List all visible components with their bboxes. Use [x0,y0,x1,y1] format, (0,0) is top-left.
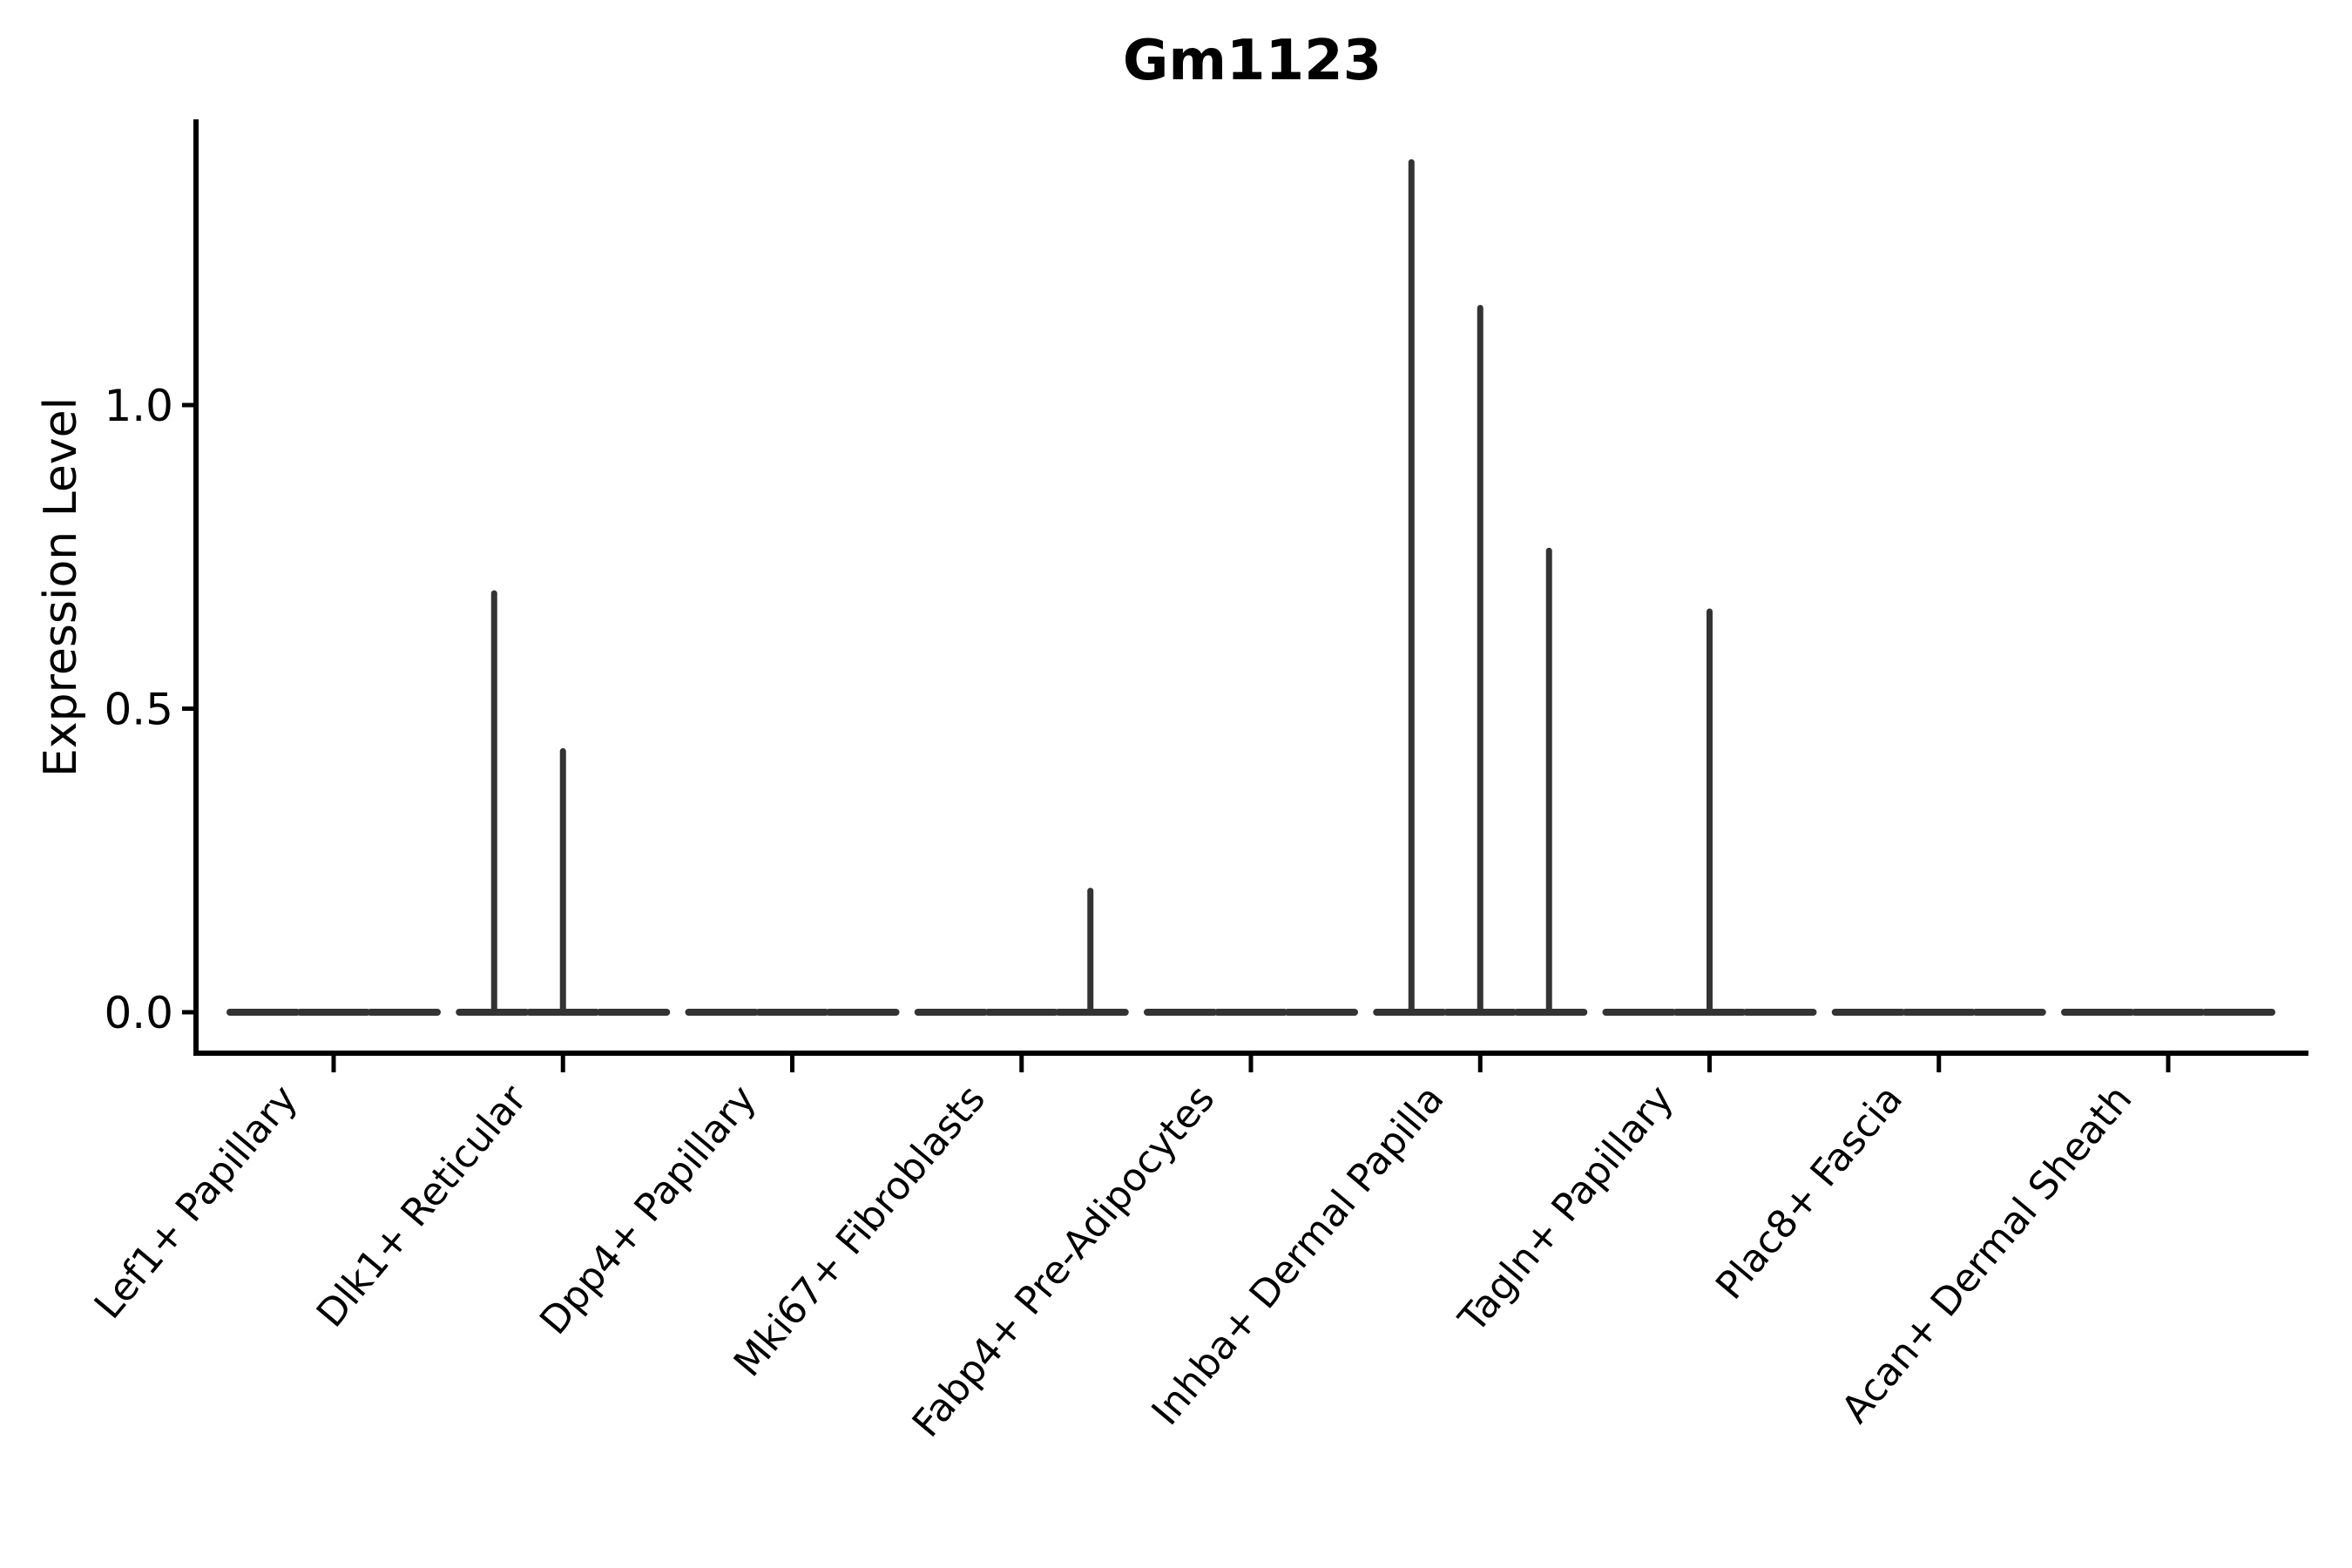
y-axis-label: Expression Level [35,396,87,778]
violin-2 [456,590,671,1016]
violin-4 [914,888,1129,1016]
x-tick-label-7: Tagln+ Papillary [1450,1077,1682,1342]
x-tick-label-8: Plac8+ Fascia [1707,1077,1911,1308]
violin-6 [1373,159,1588,1016]
x-tick-label-2: Dlk1+ Reticular [308,1077,536,1336]
violins-group [226,159,2275,1016]
y-tick-label: 0.5 [104,685,173,735]
x-tick-label-1: Lef1+ Papillary [86,1077,307,1327]
chart-title: Gm1123 [1122,29,1382,93]
y-tick-label: 1.0 [104,381,173,431]
y-tick-label: 0.0 [104,988,173,1038]
x-tick-label-3: Dpp4+ Papillary [531,1077,765,1342]
violin-7 [1602,608,1817,1016]
x-tick-label-4: Mki67+ Fibroblasts [726,1077,994,1385]
axes-group: 0.0 0.5 1.0 Lef1+ Papillary Dlk1+ ReticularD… [86,119,2308,1445]
